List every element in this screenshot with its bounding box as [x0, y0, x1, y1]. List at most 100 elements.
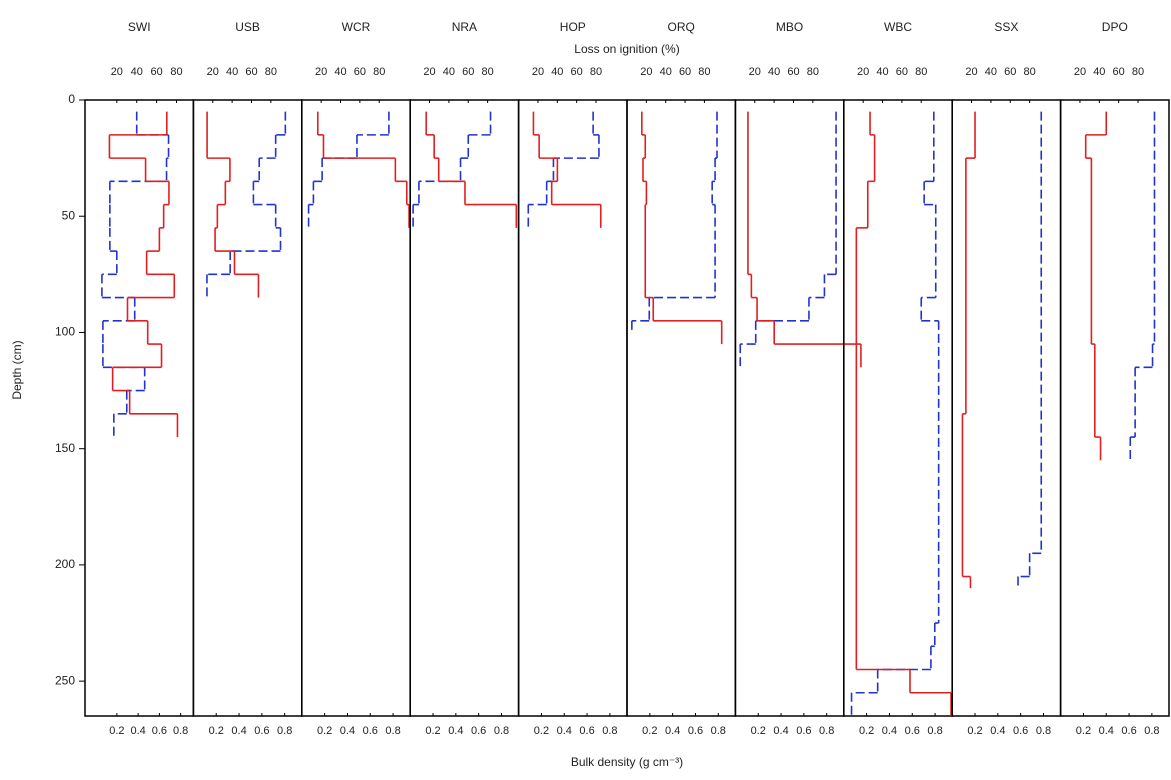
x-axis-title: Bulk density (g cm⁻³) [571, 755, 683, 769]
x2-tick-label: 40 [443, 66, 455, 78]
x2-tick-label: 80 [265, 66, 277, 78]
x2-tick-label: 80 [915, 66, 927, 78]
x2-tick-label: 60 [679, 66, 691, 78]
x2-tick-label: 40 [551, 66, 563, 78]
x-tick-label: 0.8 [1036, 725, 1051, 737]
x2-tick-label: 40 [226, 66, 238, 78]
x-tick-label: 0.8 [1144, 725, 1159, 737]
x2-tick-label: 80 [698, 66, 710, 78]
panel-frame [1059, 99, 1170, 717]
x-tick-label: 0.2 [209, 725, 224, 737]
x-tick-label: 0.8 [173, 725, 188, 737]
x2-tick-label: 60 [1113, 66, 1125, 78]
x2-tick-label: 40 [985, 66, 997, 78]
x2-tick-label: 20 [315, 66, 327, 78]
x2-tick-label: 60 [571, 66, 583, 78]
x2-tick-label: 40 [876, 66, 888, 78]
x2-tick-label: 40 [334, 66, 346, 78]
y-tick-label: 0 [68, 92, 75, 106]
x2-tick-label: 80 [807, 66, 819, 78]
x-tick-label: 0.6 [363, 725, 378, 737]
x-tick-label: 0.8 [277, 725, 292, 737]
x-tick-label: 0.8 [602, 725, 617, 737]
y-tick-label: 250 [55, 673, 75, 687]
panel-frame [517, 99, 628, 717]
panel-title: ORQ [668, 20, 695, 34]
x2-tick-label: 20 [640, 66, 652, 78]
x2-tick-label: 60 [462, 66, 474, 78]
panel-frame [951, 99, 1062, 717]
x-tick-label: 0.6 [688, 725, 703, 737]
x-tick-label: 0.2 [534, 725, 549, 737]
x2-tick-label: 80 [482, 66, 494, 78]
x-tick-label: 0.6 [796, 725, 811, 737]
x-tick-label: 0.6 [579, 725, 594, 737]
x2-tick-label: 60 [354, 66, 366, 78]
x2-tick-label: 40 [660, 66, 672, 78]
x2-tick-label: 20 [965, 66, 977, 78]
x-tick-label: 0.8 [927, 725, 942, 737]
x2-tick-label: 40 [131, 66, 143, 78]
x-tick-label: 0.4 [340, 725, 355, 737]
x-tick-label: 0.4 [773, 725, 788, 737]
x2-tick-label: 40 [768, 66, 780, 78]
x-tick-label: 0.4 [665, 725, 680, 737]
x2-tick-label: 80 [1024, 66, 1036, 78]
x2-tick-label: 60 [896, 66, 908, 78]
panel-title: HOP [560, 20, 586, 34]
panel-frame [301, 99, 411, 717]
x-tick-label: 0.2 [967, 725, 982, 737]
x-tick-label: 0.2 [425, 725, 440, 737]
x-tick-label: 0.4 [231, 725, 246, 737]
x2-tick-label: 60 [1004, 66, 1016, 78]
x2-tick-label: 20 [857, 66, 869, 78]
x-tick-label: 0.4 [1099, 725, 1114, 737]
x-tick-label: 0.6 [905, 725, 920, 737]
y-tick-label: 200 [55, 557, 75, 571]
x-tick-label: 0.4 [130, 725, 145, 737]
panel-frame [192, 99, 303, 717]
x-tick-label: 0.2 [859, 725, 874, 737]
x2-tick-label: 80 [590, 66, 602, 78]
x-tick-label: 0.2 [642, 725, 657, 737]
x-tick-label: 0.8 [494, 725, 509, 737]
x2-tick-label: 60 [787, 66, 799, 78]
panel-title: SWI [128, 20, 151, 34]
x-tick-label: 0.6 [254, 725, 269, 737]
x-tick-label: 0.2 [109, 725, 124, 737]
x-tick-label: 0.4 [448, 725, 463, 737]
panel-frame [84, 99, 195, 717]
x2-tick-label: 60 [150, 66, 162, 78]
panel-title: DPO [1102, 20, 1128, 34]
panel-title: WCR [342, 20, 371, 34]
y-tick-label: 150 [55, 441, 75, 455]
x-tick-label: 0.2 [317, 725, 332, 737]
x2-tick-label: 20 [1074, 66, 1086, 78]
x-tick-label: 0.2 [751, 725, 766, 737]
x-tick-label: 0.6 [1121, 725, 1136, 737]
x2-tick-label: 20 [111, 66, 123, 78]
panel-frame [626, 99, 737, 717]
panel-title: USB [235, 20, 260, 34]
x-tick-label: 0.6 [152, 725, 167, 737]
x2-tick-label: 40 [1093, 66, 1105, 78]
x2-axis-title: Loss on ignition (%) [574, 42, 679, 56]
x2-tick-label: 60 [245, 66, 257, 78]
x2-tick-label: 80 [170, 66, 182, 78]
panel-title: MBO [776, 20, 803, 34]
panel-title: WBC [884, 20, 912, 34]
x-tick-label: 0.8 [819, 725, 834, 737]
y-tick-label: 100 [55, 325, 75, 339]
x2-tick-label: 80 [1132, 66, 1144, 78]
panel-title: NRA [452, 20, 477, 34]
y-tick-label: 50 [62, 208, 76, 222]
x-tick-label: 0.6 [1013, 725, 1028, 737]
x-tick-label: 0.4 [990, 725, 1005, 737]
x-tick-label: 0.8 [711, 725, 726, 737]
x-tick-label: 0.6 [471, 725, 486, 737]
x2-tick-label: 20 [207, 66, 219, 78]
panel-frame [734, 99, 845, 717]
x2-tick-label: 80 [373, 66, 385, 78]
x2-tick-label: 20 [749, 66, 761, 78]
